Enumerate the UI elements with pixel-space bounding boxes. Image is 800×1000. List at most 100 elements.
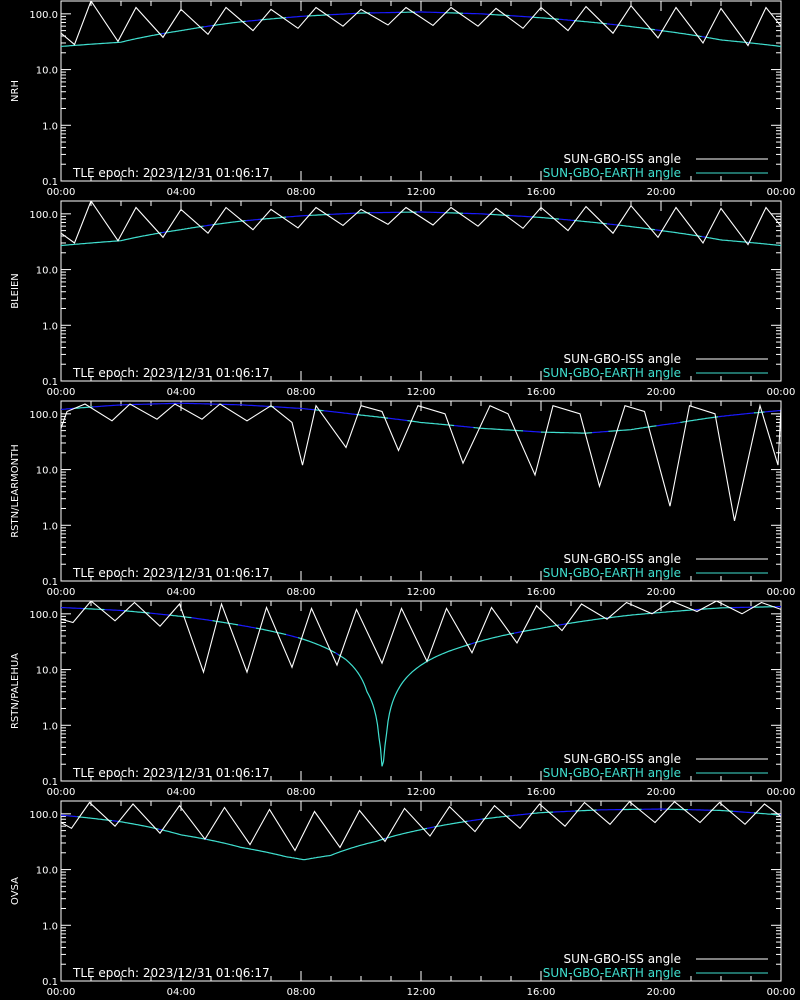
x-tick-label: 00:00 bbox=[767, 387, 796, 398]
x-tick-label: 04:00 bbox=[167, 187, 196, 198]
y-tick-label: 0.1 bbox=[42, 777, 58, 788]
earth-angle-segment bbox=[596, 808, 623, 811]
y-tick-label: 100.0 bbox=[29, 810, 58, 821]
y-tick-label: 100.0 bbox=[29, 610, 58, 621]
x-tick-label: 16:00 bbox=[527, 187, 556, 198]
earth-angle-segment bbox=[297, 637, 336, 654]
earth-angle-segment bbox=[117, 820, 159, 830]
earth-angle-segment bbox=[541, 431, 593, 434]
x-tick-label: 00:00 bbox=[47, 587, 76, 598]
earth-angle-segment bbox=[474, 632, 515, 644]
x-tick-label: 04:00 bbox=[167, 987, 196, 998]
earth-angle-segment bbox=[416, 211, 445, 214]
x-tick-label: 00:00 bbox=[47, 187, 76, 198]
earth-angle-segment bbox=[407, 420, 455, 427]
earth-angle-segment bbox=[521, 624, 560, 633]
legend-iss-label: SUN-GBO-ISS angle bbox=[564, 752, 681, 766]
y-tick-label: 10.0 bbox=[36, 666, 58, 677]
earth-angle-segment bbox=[653, 609, 695, 614]
earth-angle-segment bbox=[191, 617, 213, 622]
panel-bleien: 0.1 1.0 10.0 100.0 00:00 04:00 08:00 12:00 16:00… bbox=[10, 200, 796, 398]
iss-angle-line bbox=[61, 1, 781, 47]
earth-angle-segment bbox=[61, 407, 75, 410]
plot-area bbox=[61, 601, 781, 767]
x-tick-label: 04:00 bbox=[167, 787, 196, 798]
y-axis-label: RSTN/LEARMONTH bbox=[10, 444, 21, 538]
legend-earth-label: SUN-GBO-EARTH angle bbox=[543, 966, 681, 980]
x-tick-label: 12:00 bbox=[407, 387, 436, 398]
earth-angle-segment bbox=[705, 236, 749, 243]
panel-rstn-learmonth: 0.1 1.0 10.0 100.0 00:00 04:00 08:00 12:00 16:00… bbox=[10, 400, 796, 598]
x-tick-label: 04:00 bbox=[167, 387, 196, 398]
y-axis-label: OVSA bbox=[10, 877, 21, 905]
y-tick-label: 0.1 bbox=[42, 177, 58, 188]
earth-angle-segment bbox=[323, 410, 357, 416]
legend-earth-label: SUN-GBO-EARTH angle bbox=[543, 566, 681, 580]
earth-angle-segment bbox=[660, 30, 702, 38]
earth-angle-segment bbox=[732, 810, 755, 814]
earth-angle-segment bbox=[92, 404, 130, 408]
earth-angle-segment bbox=[164, 26, 204, 34]
legend-iss-label: SUN-GBO-ISS angle bbox=[564, 352, 681, 366]
earth-angle-segment bbox=[753, 411, 765, 414]
earth-angle-segment bbox=[701, 235, 707, 238]
x-tick-label: 12:00 bbox=[407, 587, 436, 598]
tle-epoch-annotation: TLE epoch: 2023/12/31 01:06:17 bbox=[72, 966, 270, 980]
tle-epoch-annotation: TLE epoch: 2023/12/31 01:06:17 bbox=[72, 166, 270, 180]
earth-angle-segment bbox=[606, 23, 618, 26]
earth-angle-segment bbox=[260, 17, 287, 21]
earth-angle-segment bbox=[617, 24, 656, 31]
earth-angle-segment bbox=[426, 826, 435, 829]
earth-angle-segment bbox=[617, 224, 656, 231]
earth-angle-segment bbox=[285, 15, 308, 19]
earth-angle-segment bbox=[77, 816, 113, 822]
earth-angle-segment bbox=[131, 402, 221, 406]
x-tick-label: 12:00 bbox=[407, 187, 436, 198]
x-tick-label: 08:00 bbox=[287, 387, 316, 398]
earth-angle-segment bbox=[335, 652, 339, 656]
y-tick-label: 100.0 bbox=[29, 410, 58, 421]
earth-angle-segment bbox=[764, 409, 781, 413]
earth-angle-segment bbox=[370, 11, 400, 14]
earth-angle-segment bbox=[470, 642, 476, 645]
x-tick-label: 00:00 bbox=[767, 587, 796, 598]
y-tick-label: 1.0 bbox=[42, 921, 58, 932]
earth-angle-segment bbox=[237, 624, 257, 629]
x-tick-label: 08:00 bbox=[287, 587, 316, 598]
y-tick-label: 0.1 bbox=[42, 977, 58, 988]
x-tick-label: 12:00 bbox=[407, 987, 436, 998]
x-tick-label: 08:00 bbox=[287, 987, 316, 998]
earth-angle-segment bbox=[356, 413, 389, 419]
legend-earth-label: SUN-GBO-EARTH angle bbox=[543, 366, 681, 380]
legend-earth-label: SUN-GBO-EARTH angle bbox=[543, 766, 681, 780]
earth-angle-segment bbox=[161, 32, 165, 35]
earth-angle-segment bbox=[591, 430, 609, 434]
earth-angle-segment bbox=[61, 232, 162, 247]
earth-angle-segment bbox=[387, 417, 408, 422]
earth-angle-segment bbox=[245, 218, 261, 222]
earth-angle-segment bbox=[203, 25, 213, 28]
earth-angle-segment bbox=[573, 219, 608, 225]
plot-area bbox=[61, 402, 781, 522]
y-tick-label: 1.0 bbox=[42, 721, 58, 732]
x-tick-label: 16:00 bbox=[527, 387, 556, 398]
earth-angle-segment bbox=[509, 813, 531, 817]
earth-angle-segment bbox=[688, 809, 711, 811]
plot-area bbox=[61, 1, 781, 47]
legend-iss-label: SUN-GBO-ISS angle bbox=[564, 152, 681, 166]
earth-angle-segment bbox=[434, 820, 468, 828]
y-tick-label: 10.0 bbox=[36, 866, 58, 877]
x-tick-label: 00:00 bbox=[47, 787, 76, 798]
iss-angle-line bbox=[61, 601, 781, 674]
x-tick-label: 20:00 bbox=[647, 587, 676, 598]
iss-angle-line bbox=[61, 201, 781, 246]
earth-angle-segment bbox=[558, 623, 567, 626]
earth-angle-segment bbox=[203, 224, 213, 227]
earth-angle-segment bbox=[573, 20, 608, 25]
earth-angle-segment bbox=[329, 12, 357, 16]
earth-angle-segment bbox=[753, 812, 780, 816]
earth-angle-segment bbox=[245, 19, 261, 22]
earth-angle-segment bbox=[463, 212, 491, 215]
